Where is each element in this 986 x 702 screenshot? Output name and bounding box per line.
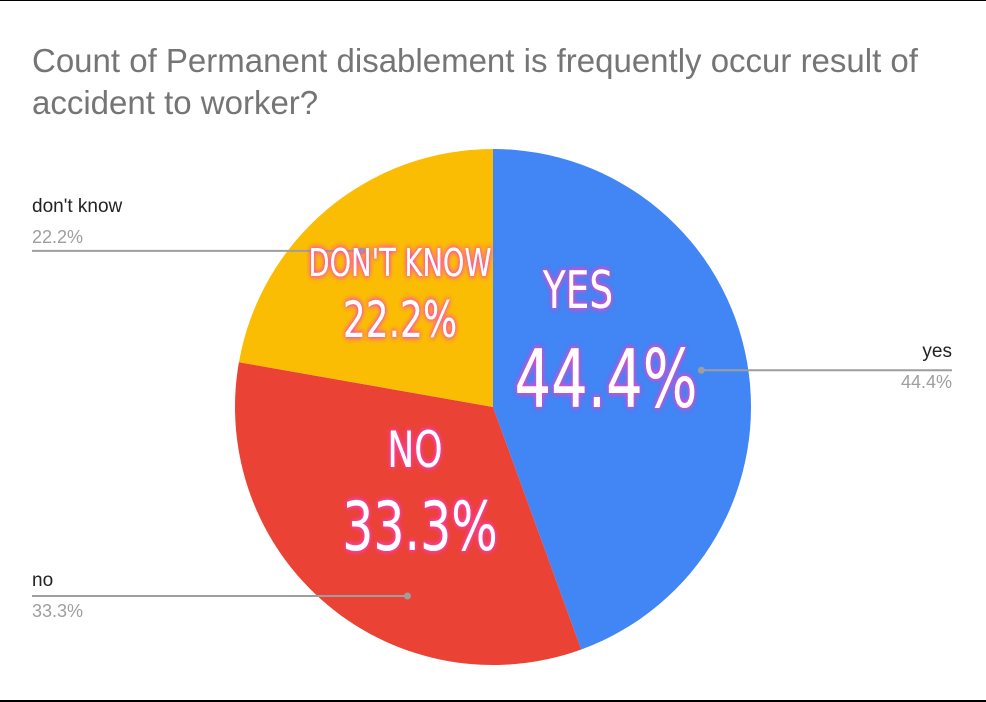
slices-layer xyxy=(235,149,751,665)
slice-percent-label: 33.3% xyxy=(32,601,83,621)
labels-layer: yes 44.4% YES 44.4% no 33.3% NO 33.3% don't know… xyxy=(32,196,952,621)
slice-percent-label: 44.4% xyxy=(901,372,952,392)
slice-inner-name: DON'T KNOW xyxy=(309,240,492,285)
slice-inner-percent: 33.3% xyxy=(342,487,498,566)
slice-inner-name: YES xyxy=(542,260,613,321)
pie-slice-no xyxy=(235,362,582,665)
pie-slice-yes xyxy=(493,149,751,650)
slice-name-label: yes xyxy=(922,341,952,362)
slice-inner-percent: 44.4% xyxy=(515,334,698,427)
leader-lines-layer xyxy=(32,247,952,600)
slice-percent-label: 22.2% xyxy=(32,227,83,247)
pie-slice-don-t-know xyxy=(238,149,493,407)
slice-name-label: no xyxy=(32,570,53,591)
slice-inner-name: NO xyxy=(387,422,442,479)
slice-name-label: don't know xyxy=(32,196,123,217)
leader-dot xyxy=(403,592,411,600)
chart-title: Count of Permanent disablement is freque… xyxy=(32,42,918,121)
slice-inner-percent: 22.2% xyxy=(343,292,457,349)
leader-dot xyxy=(697,366,705,374)
leader-dot xyxy=(358,247,366,255)
